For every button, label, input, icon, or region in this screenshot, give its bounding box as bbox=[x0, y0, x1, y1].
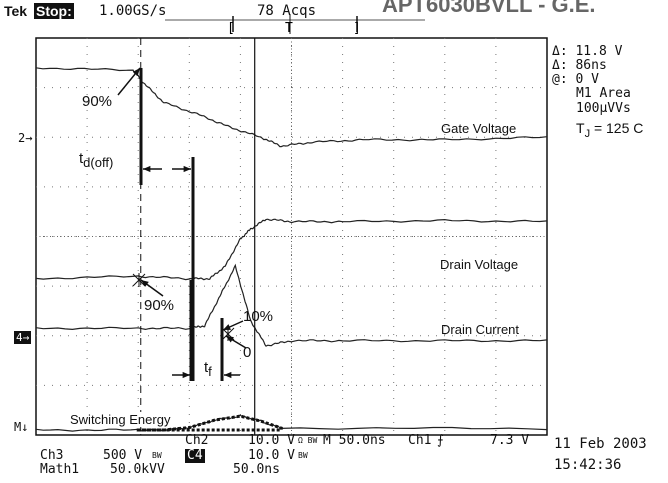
capture-date: 11 Feb 2003 bbox=[554, 436, 647, 452]
drain-10-pointer-arrow bbox=[222, 320, 244, 331]
graticule-grid bbox=[36, 38, 547, 435]
drain-current-label: Drain Current bbox=[441, 322, 520, 337]
brand-label: Tek bbox=[4, 3, 28, 19]
gate-90-percent-label: 90% bbox=[82, 93, 113, 110]
math-ground-marker: M↓ bbox=[14, 420, 29, 434]
ch2-label: Ch2 bbox=[185, 433, 209, 448]
corner-title: APT6030BVLL - G.E. bbox=[382, 0, 596, 17]
trigger-position-bar: [ ] T bbox=[165, 14, 425, 36]
tf-left-arrow bbox=[172, 371, 190, 379]
drain-90-percent-label: 90% bbox=[144, 297, 175, 314]
switching-energy-area bbox=[136, 414, 283, 432]
ch4-scale: 10.0 V bbox=[248, 448, 295, 463]
drain-10-percent-label: 10% bbox=[243, 308, 274, 325]
gate-90-pointer-arrow bbox=[117, 67, 141, 96]
arrow-head bbox=[132, 68, 140, 76]
svg-text:[: [ bbox=[227, 21, 235, 36]
math-measure-name: M1 Area bbox=[576, 86, 631, 101]
cursor-delta-voltage: Δ: 11.8 V bbox=[552, 44, 623, 59]
ch2-scale: 10.0 V bbox=[248, 433, 295, 448]
tf-subscript: f bbox=[208, 364, 212, 379]
td-off-label: td(off) bbox=[79, 150, 114, 170]
drain-zero-label: 0 bbox=[243, 344, 252, 361]
switching-energy-label: Switching Energy bbox=[70, 412, 171, 427]
tj-value: = 125 C bbox=[593, 120, 644, 136]
junction-temperature: TJ = 125 C bbox=[576, 120, 644, 140]
tj-subscript: J bbox=[584, 128, 591, 140]
td-off-right-arrow bbox=[172, 165, 191, 173]
cursor-2-crosshair bbox=[221, 327, 235, 341]
arrow-head bbox=[183, 165, 191, 173]
drain-current-trace bbox=[35, 263, 548, 347]
drain-voltage-trace bbox=[35, 218, 548, 281]
acquisition-count: 78 Acqs bbox=[257, 3, 317, 19]
math1-label: Math1 bbox=[40, 462, 80, 477]
ch3-bw-limit: BW bbox=[152, 451, 162, 460]
td-off-left-arrow bbox=[143, 165, 162, 173]
cursor-1-crosshair bbox=[132, 273, 146, 287]
trigger-level: 7.3 V bbox=[490, 433, 530, 448]
ch3-scale: 500 V bbox=[103, 448, 143, 463]
tf-right-arrow bbox=[224, 371, 240, 379]
tj-label: T bbox=[576, 120, 585, 136]
trigger-source: Ch1 bbox=[408, 433, 432, 448]
ch3-label: Ch3 bbox=[40, 448, 64, 463]
drain-voltage-label: Drain Voltage bbox=[440, 257, 519, 272]
sample-rate: 1.00GS/s bbox=[99, 3, 167, 19]
math-measure-value: 100µVVs bbox=[576, 101, 631, 116]
math1-scale: 50.0kVV bbox=[110, 462, 165, 477]
svg-text:]: ] bbox=[353, 21, 361, 36]
trigger-slope-icon: ⨍ bbox=[437, 433, 444, 448]
timebase: M 50.0ns bbox=[323, 433, 386, 448]
td-off-subscript: d(off) bbox=[83, 155, 114, 170]
math1-time: 50.0ns bbox=[233, 462, 280, 477]
acquisition-state: Stop: bbox=[34, 3, 74, 19]
cursor-at-voltage: @: 0 V bbox=[552, 72, 599, 87]
ch4-bw-limit: BW bbox=[298, 451, 308, 460]
svg-text:T: T bbox=[285, 21, 293, 36]
cursor-delta-time: Δ: 86ns bbox=[552, 58, 607, 73]
td-off-symbol: t bbox=[79, 150, 84, 167]
gate-voltage-label: Gate Voltage bbox=[441, 121, 517, 136]
ch4-ground-marker: 4→ bbox=[14, 331, 32, 344]
ch2-bw-limit: Ω BW bbox=[298, 436, 318, 445]
ch2-ground-marker: 2→ bbox=[18, 131, 33, 145]
tf-label: tf bbox=[204, 359, 212, 379]
arrow-head bbox=[143, 165, 151, 173]
arrow-head bbox=[182, 371, 190, 379]
tf-symbol: t bbox=[204, 359, 209, 376]
drain-90-pointer-arrow bbox=[140, 279, 164, 297]
arrow-head bbox=[223, 324, 231, 330]
arrow-head bbox=[141, 280, 149, 287]
arrow-head bbox=[224, 371, 232, 379]
capture-time: 15:42:36 bbox=[554, 457, 622, 473]
ch4-label: C4 bbox=[185, 448, 205, 463]
